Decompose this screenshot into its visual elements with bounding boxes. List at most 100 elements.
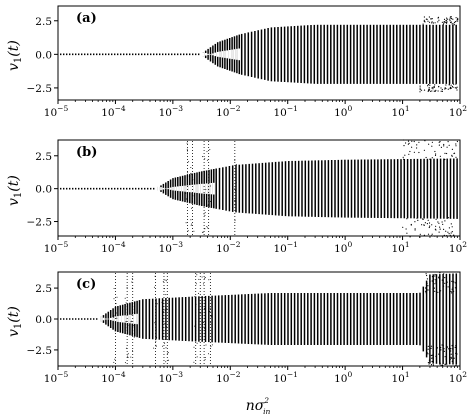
noise-point [413, 140, 415, 143]
panel-label: (b) [76, 145, 97, 160]
panel-b: 2.5 0.0 −2.5 10−5 10−4 10−3 10−2 10−1 100 101 102 (… [6, 139, 467, 255]
scatter-point [234, 200, 236, 202]
scatter-point [204, 277, 206, 278]
noise-point [438, 144, 440, 146]
noise-point [435, 218, 437, 220]
noise-point [427, 348, 429, 350]
noise-point [431, 157, 433, 159]
x-tick-label: 102 [449, 370, 467, 385]
noise-point [434, 228, 436, 230]
scatter-point [132, 325, 134, 327]
noise-point [455, 143, 457, 145]
noise-point [456, 140, 458, 143]
data-points [60, 16, 459, 93]
noise-point [426, 282, 428, 284]
noise-point [438, 141, 440, 143]
noise-point [407, 143, 409, 145]
noise-point [427, 345, 429, 347]
noise-point [427, 353, 429, 355]
noise-point [452, 86, 454, 88]
noise-point [430, 345, 433, 347]
scatter-point [131, 278, 133, 280]
noise-point [440, 90, 442, 92]
scatter-point [195, 283, 197, 285]
noise-point [451, 360, 453, 362]
x-tick-label: 10−2 [216, 240, 241, 255]
scatter-point [201, 310, 203, 312]
scatter-point [205, 189, 207, 190]
y-tick-label: 0.0 [35, 184, 52, 196]
noise-point [419, 89, 421, 91]
scatter-point [209, 149, 211, 151]
noise-point [443, 21, 445, 23]
noise-point [432, 88, 434, 90]
noise-point [449, 20, 451, 22]
noise-point [402, 226, 404, 228]
scatter-point [201, 276, 203, 278]
scatter-point [196, 274, 198, 276]
noise-point [451, 23, 453, 25]
noise-point [446, 363, 448, 365]
noise-point [438, 231, 440, 233]
noise-point [446, 281, 448, 283]
noise-point [447, 88, 449, 90]
scatter-point [234, 189, 236, 191]
noise-point [423, 224, 425, 226]
noise-point [443, 22, 445, 24]
noise-point [402, 156, 404, 158]
scatter-point [163, 311, 165, 313]
noise-point [455, 83, 457, 85]
noise-point [444, 282, 446, 284]
noise-point [446, 346, 448, 348]
noise-point [428, 143, 430, 145]
noise-point [451, 288, 453, 290]
noise-point [439, 141, 441, 143]
scatter-point [133, 336, 135, 338]
noise-point [453, 83, 455, 85]
noise-point [444, 21, 446, 23]
noise-point [447, 18, 449, 20]
scatter-point [209, 322, 211, 324]
noise-point [439, 226, 441, 228]
scatter-point [202, 156, 203, 158]
scatter-point [198, 312, 200, 314]
x-tick-label: 10−5 [44, 370, 69, 385]
noise-point [455, 345, 457, 347]
noise-point [407, 140, 410, 142]
scatter-point [193, 361, 195, 363]
noise-point [426, 18, 428, 20]
x-tick-label: 10−1 [273, 104, 297, 119]
noise-point [446, 345, 448, 347]
noise-point [434, 290, 436, 292]
noise-point [422, 218, 424, 220]
noise-point [443, 273, 445, 275]
y-tick-label: 0.0 [35, 49, 52, 61]
x-tick-label: 102 [449, 240, 467, 255]
noise-point [442, 223, 444, 225]
noise-point [429, 84, 431, 86]
scatter-point [154, 322, 156, 324]
x-tick-label: 10−4 [101, 240, 126, 255]
scatter-point [235, 181, 237, 183]
noise-point [434, 273, 436, 276]
x-tick-label: 100 [334, 240, 352, 255]
noise-point [457, 17, 459, 19]
scatter-point [204, 212, 206, 214]
noise-point [450, 223, 452, 225]
x-tick-label: 10−2 [216, 370, 241, 385]
noise-point [452, 275, 454, 277]
noise-point [427, 219, 429, 221]
noise-point [431, 233, 433, 235]
scatter-point [204, 328, 206, 329]
noise-point [431, 90, 433, 92]
noise-point [434, 283, 436, 285]
noise-point [439, 155, 441, 157]
noise-point [454, 21, 456, 23]
noise-point [435, 89, 437, 91]
noise-point [455, 352, 457, 354]
noise-point [438, 19, 440, 21]
scatter-point [192, 179, 194, 181]
scatter-point [113, 315, 115, 317]
noise-point [428, 21, 431, 23]
noise-point [423, 19, 425, 21]
